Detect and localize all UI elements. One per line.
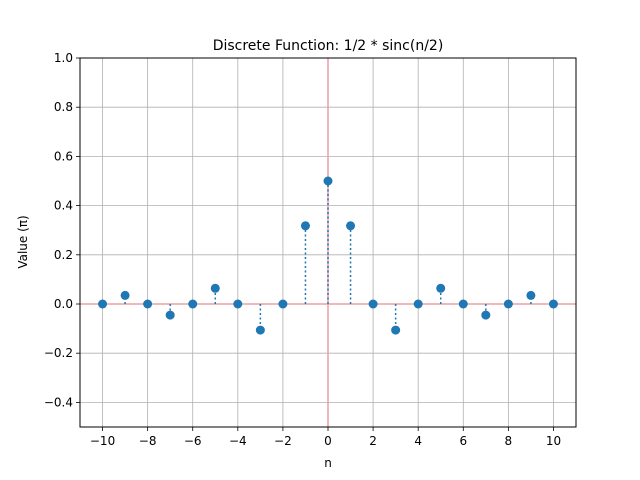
x-axis-ticks: −10 −8 −6 −4 −2 0 2 4 6 8 10	[90, 427, 561, 448]
stem-marker	[98, 299, 108, 309]
stem-marker	[120, 290, 130, 300]
stem-marker	[368, 299, 378, 309]
stem-marker	[278, 299, 288, 309]
stem-marker	[391, 325, 401, 335]
stem-marker	[346, 221, 356, 231]
y-tick-label: 0.6	[54, 149, 73, 163]
x-tick-label: −6	[184, 434, 202, 448]
stem-marker	[255, 325, 265, 335]
stem-marker	[143, 299, 153, 309]
y-tick-label: −0.2	[44, 346, 73, 360]
stem-marker	[210, 283, 220, 293]
stem-marker	[458, 299, 468, 309]
stem-marker	[481, 310, 491, 320]
x-tick-label: −10	[90, 434, 115, 448]
x-tick-label: 8	[505, 434, 513, 448]
x-tick-label: 10	[546, 434, 561, 448]
stem-marker	[300, 221, 310, 231]
y-tick-label: 0.4	[54, 199, 73, 213]
stem-marker	[548, 299, 558, 309]
x-tick-label: −8	[139, 434, 157, 448]
stem-marker	[323, 176, 333, 186]
y-tick-label: 0.8	[54, 100, 73, 114]
stem-marker	[233, 299, 243, 309]
y-tick-label: 1.0	[54, 51, 73, 65]
y-axis-label: Value (π)	[16, 215, 30, 268]
chart-title: Discrete Function: 1/2 * sinc(n/2)	[213, 38, 444, 54]
stem-marker	[413, 299, 423, 309]
x-axis-label: n	[324, 456, 332, 470]
y-axis-ticks: −0.4 −0.2 0.0 0.2 0.4 0.6 0.8 1.0	[44, 51, 80, 409]
x-tick-label: 2	[369, 434, 377, 448]
stem-marker	[503, 299, 513, 309]
x-tick-label: −2	[274, 434, 292, 448]
y-tick-label: 0.0	[54, 297, 73, 311]
markers	[98, 176, 558, 335]
reference-lines	[80, 58, 576, 427]
y-tick-label: 0.2	[54, 248, 73, 262]
stem-marker	[436, 283, 446, 293]
stem-marker	[165, 310, 175, 320]
stem-marker	[526, 290, 536, 300]
x-tick-label: 4	[414, 434, 422, 448]
y-tick-label: −0.4	[44, 395, 73, 409]
x-tick-label: 0	[324, 434, 332, 448]
x-tick-label: −4	[229, 434, 247, 448]
stem-marker	[188, 299, 198, 309]
x-tick-label: 6	[459, 434, 467, 448]
